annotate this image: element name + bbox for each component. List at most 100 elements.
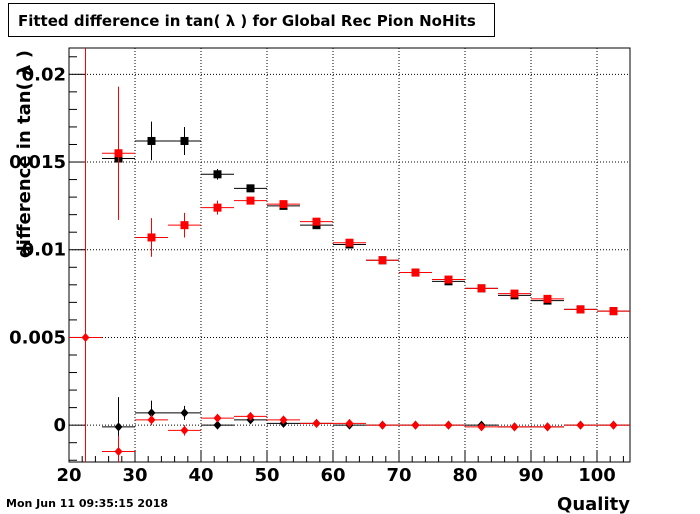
data-point	[333, 418, 366, 428]
data-point	[135, 414, 168, 426]
square-marker	[378, 256, 387, 265]
data-point	[201, 420, 234, 430]
data-point	[69, 48, 102, 462]
x-tick-label: 100	[578, 465, 616, 486]
data-point	[135, 121, 168, 161]
diamond-marker	[543, 422, 552, 432]
x-tick-label: 90	[518, 465, 543, 486]
data-marks	[69, 48, 630, 462]
y-tick-labels: 0 0.005 0.01 0.015 0.02	[9, 64, 66, 436]
square-marker	[279, 200, 288, 209]
square-marker	[510, 289, 519, 298]
data-point	[201, 413, 234, 423]
square-marker	[411, 268, 420, 277]
data-point	[498, 289, 531, 298]
square-marker	[312, 217, 321, 226]
chart-title: Fitted difference in tan( λ ) for Global…	[8, 3, 495, 37]
data-point	[333, 238, 366, 247]
square-marker	[180, 221, 189, 230]
square-marker	[147, 233, 156, 242]
diamond-marker	[279, 415, 288, 425]
diamond-marker	[180, 425, 189, 435]
data-point	[465, 422, 498, 432]
diamond-marker	[312, 418, 321, 428]
data-point	[168, 126, 201, 156]
data-point	[366, 420, 399, 430]
y-tick-label: 0.005	[9, 327, 66, 348]
x-tick-label: 70	[386, 465, 411, 486]
x-tick-label: 20	[56, 465, 81, 486]
x-tick-label: 40	[188, 465, 213, 486]
x-tick-label: 30	[122, 465, 147, 486]
square-marker	[246, 196, 255, 205]
x-tick-label: 50	[254, 465, 279, 486]
x-axis-title: Quality	[557, 494, 630, 514]
square-marker	[345, 238, 354, 247]
data-point	[102, 86, 135, 220]
diamond-marker	[411, 420, 420, 430]
data-point	[234, 196, 267, 205]
x-tick-label: 80	[452, 465, 477, 486]
square-marker	[543, 294, 552, 303]
y-tick-label: 0.01	[22, 240, 66, 261]
data-point	[531, 294, 564, 303]
diamond-marker	[147, 408, 156, 418]
diamond-marker	[609, 420, 618, 430]
data-point	[135, 400, 168, 426]
data-point	[168, 425, 201, 436]
y-tick-label: 0	[53, 415, 66, 436]
diamond-marker	[444, 420, 453, 430]
data-point	[234, 411, 267, 421]
square-marker	[114, 149, 123, 158]
square-marker	[213, 170, 222, 179]
data-point	[300, 418, 333, 428]
data-point	[201, 169, 234, 180]
data-point	[597, 420, 630, 430]
diamond-marker	[510, 422, 519, 432]
data-point	[300, 217, 333, 226]
data-point	[432, 420, 465, 430]
square-marker	[444, 275, 453, 284]
diamond-marker	[378, 420, 387, 430]
data-point	[498, 422, 531, 432]
data-point	[168, 212, 201, 238]
data-point	[465, 284, 498, 293]
plot-frame	[68, 47, 631, 463]
diamond-marker	[213, 413, 222, 423]
data-point	[201, 200, 234, 215]
square-marker	[246, 184, 255, 193]
square-marker	[213, 203, 222, 212]
square-marker	[147, 136, 156, 145]
data-point	[564, 420, 597, 430]
data-point	[168, 405, 201, 420]
diamond-marker	[147, 415, 156, 425]
diamond-marker	[246, 411, 255, 421]
grid-lines	[69, 48, 630, 462]
square-marker	[609, 307, 618, 316]
data-point	[399, 420, 432, 430]
diamond-marker	[477, 422, 486, 432]
diamond-marker	[114, 446, 123, 456]
y-tick-label: 0.015	[9, 152, 66, 173]
diamond-marker	[81, 332, 90, 342]
axis-ticks	[68, 56, 624, 462]
data-point	[597, 307, 630, 316]
data-point	[267, 200, 300, 209]
x-tick-labels: 20 30 40 50 60 70 80 90 100	[56, 465, 615, 486]
square-marker	[180, 136, 189, 145]
diamond-marker	[576, 420, 585, 430]
diamond-marker	[213, 420, 222, 430]
square-marker	[477, 284, 486, 293]
data-point	[564, 305, 597, 314]
data-point	[135, 218, 168, 257]
data-point	[102, 435, 135, 462]
data-point	[531, 422, 564, 432]
x-tick-label: 60	[320, 465, 345, 486]
timestamp: Mon Jun 11 09:35:15 2018	[6, 497, 169, 510]
data-point	[366, 256, 399, 265]
data-point	[432, 275, 465, 284]
diamond-marker	[180, 408, 189, 418]
diamond-marker	[345, 418, 354, 428]
diamond-marker	[114, 422, 123, 432]
